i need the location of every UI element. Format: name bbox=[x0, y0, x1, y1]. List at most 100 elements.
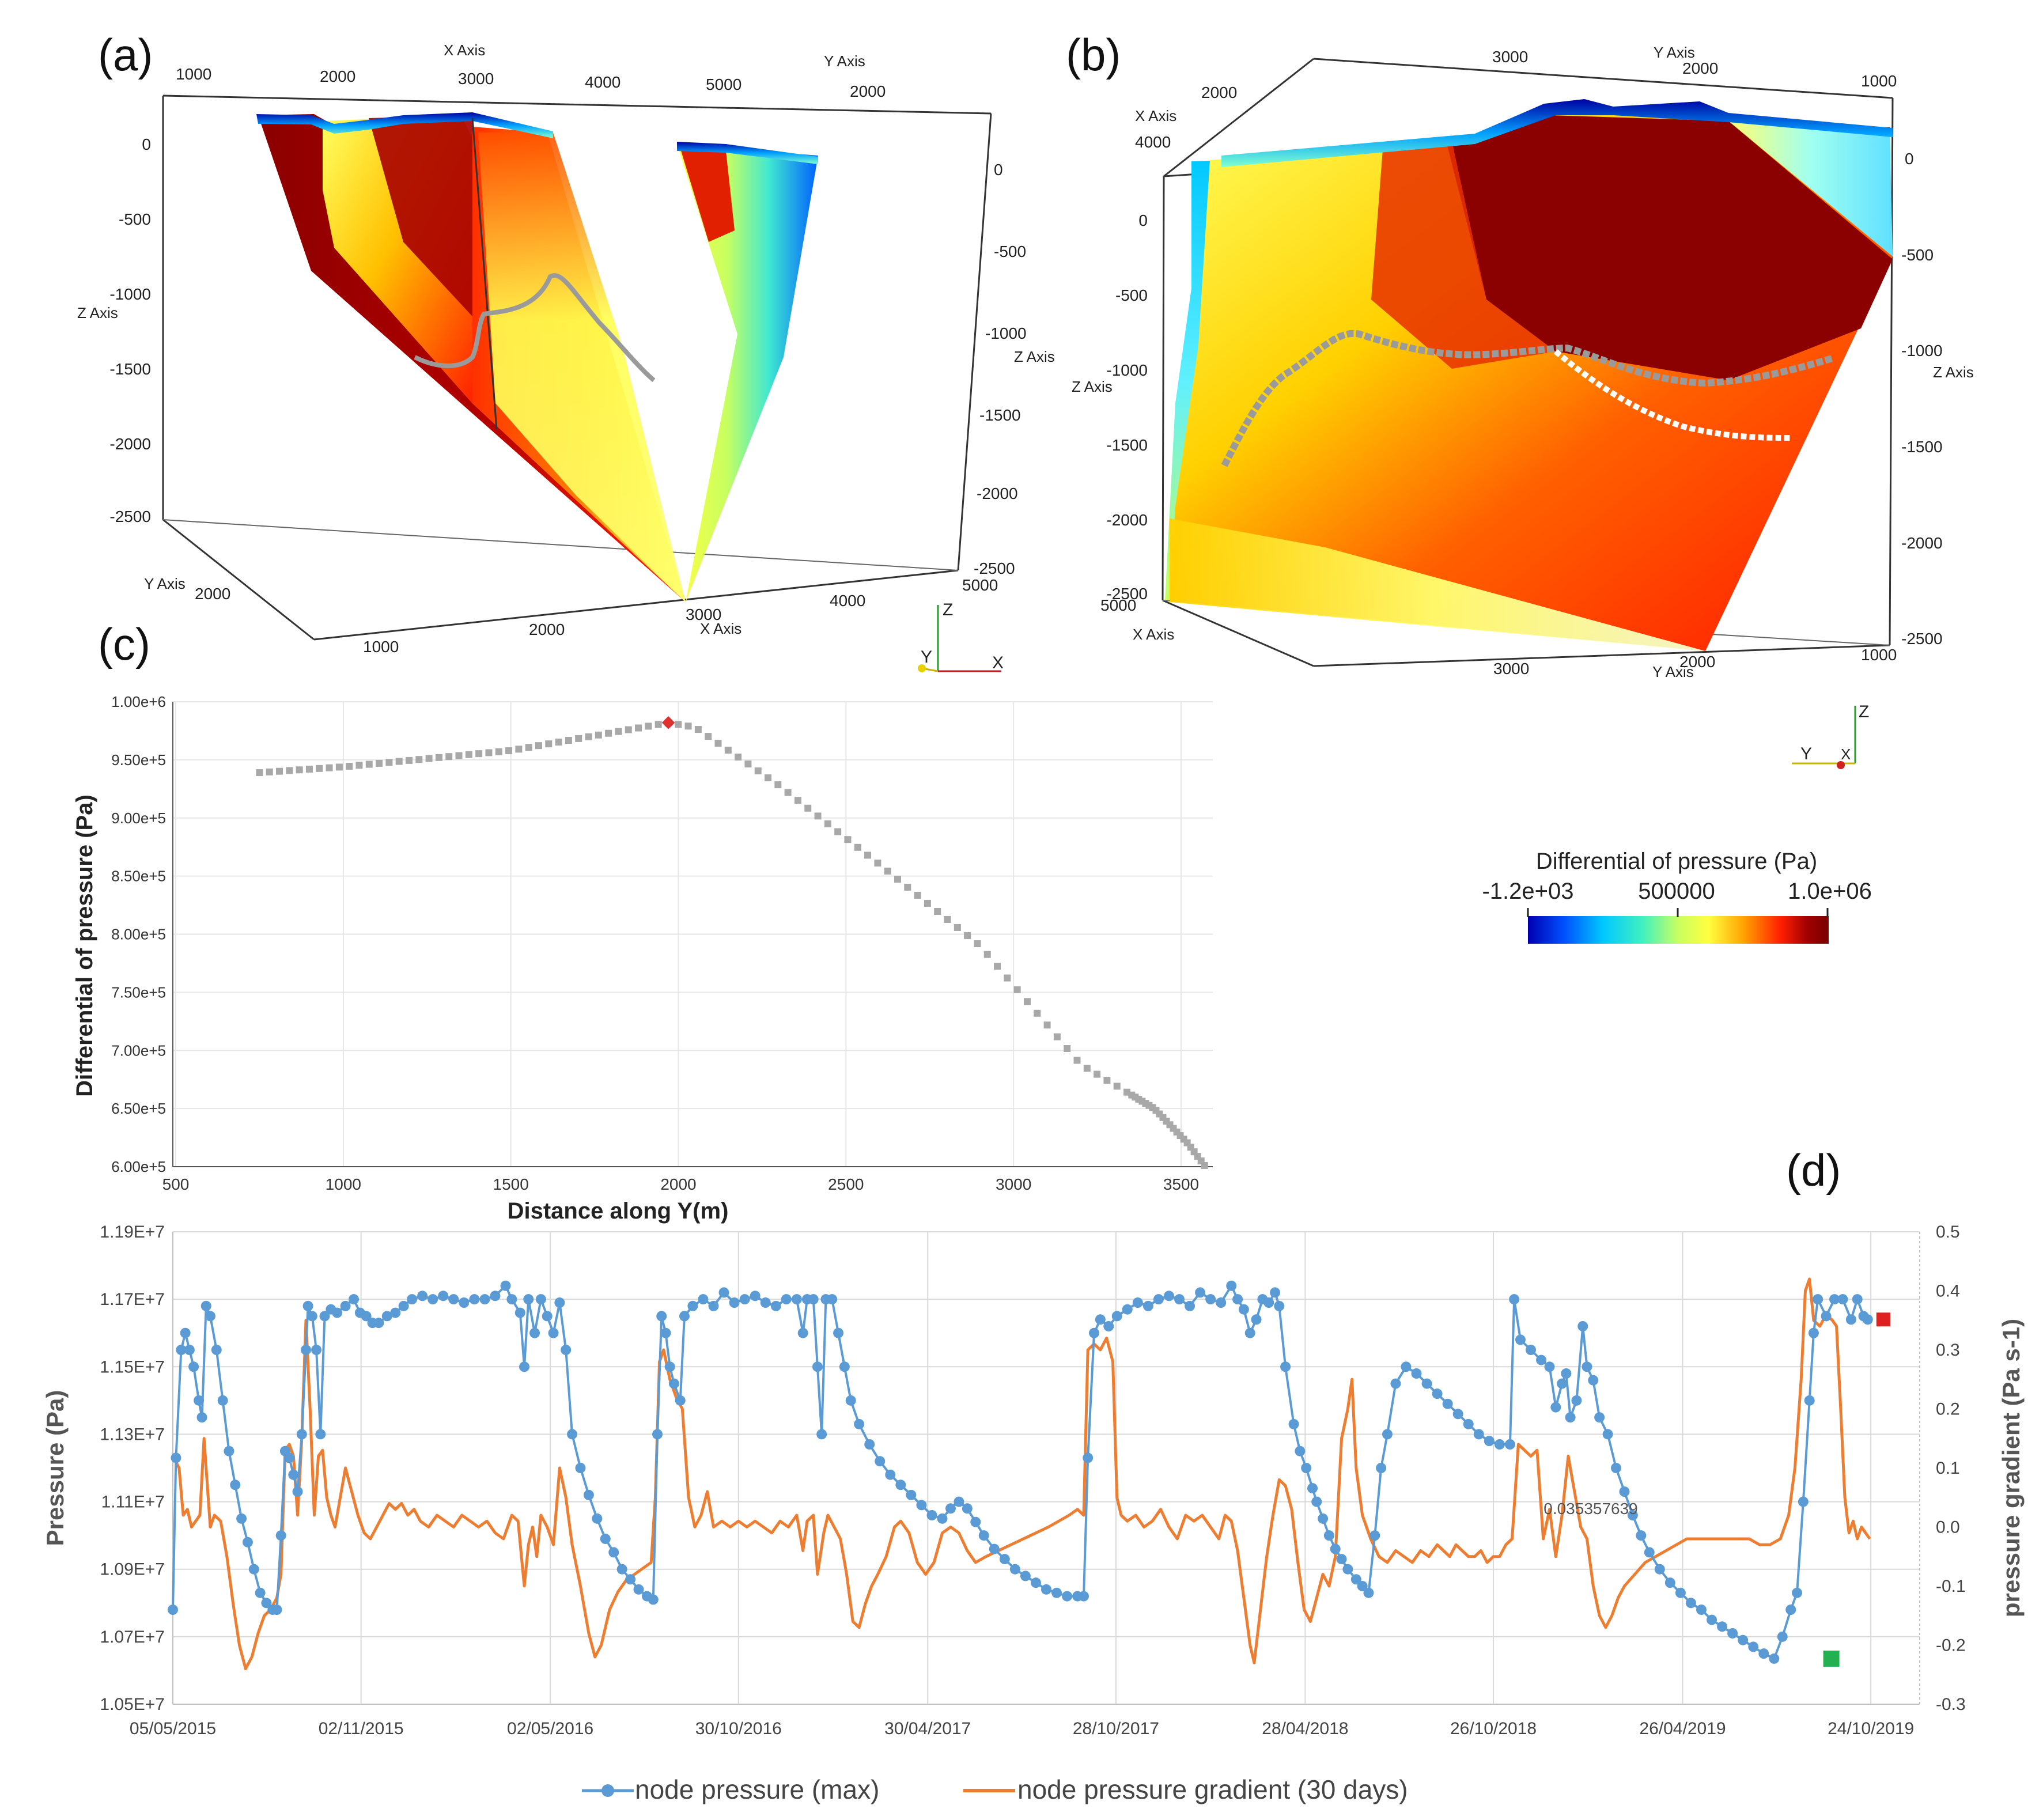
chart-c-point bbox=[884, 867, 891, 875]
chart-d-pressure-point bbox=[1205, 1294, 1216, 1305]
chart-d-pressure-point bbox=[1421, 1378, 1432, 1389]
chart-d-x-tick-label: 24/10/2019 bbox=[1828, 1719, 1914, 1738]
chart-d-pressure-point bbox=[885, 1469, 896, 1480]
chart-d-pressure-point bbox=[1798, 1496, 1809, 1507]
chart-d-pressure-point bbox=[945, 1503, 956, 1514]
b-axis-title-x-top: X Axis bbox=[1135, 107, 1176, 124]
chart-c-point bbox=[705, 733, 712, 740]
b-triad-y: Y bbox=[1800, 744, 1812, 763]
chart-d-pressure-point bbox=[1727, 1628, 1738, 1639]
chart-d-pressure-point bbox=[1009, 1564, 1020, 1575]
b-tick-right-z-2500: -2500 bbox=[1901, 630, 1943, 648]
chart-d-pressure-point bbox=[1536, 1354, 1547, 1365]
chart-d-pressure-point bbox=[1318, 1513, 1329, 1524]
chart-d-pressure-point bbox=[1051, 1587, 1062, 1598]
chart-d-x-tick-label: 30/10/2016 bbox=[695, 1719, 782, 1738]
chart-d-pressure-point bbox=[1829, 1294, 1840, 1305]
chart-d-pressure-point bbox=[816, 1429, 827, 1440]
chart-d-pressure-point bbox=[1685, 1598, 1696, 1609]
chart-d-pressure-point bbox=[390, 1307, 401, 1318]
chart-d-pressure-point bbox=[1738, 1634, 1749, 1645]
chart-c-point bbox=[475, 750, 483, 758]
chart-d-pressure-point bbox=[1654, 1564, 1665, 1575]
chart-d-pressure-point bbox=[523, 1294, 534, 1305]
chart-d-y2-tick-label: 0.5 bbox=[1936, 1223, 1960, 1242]
chart-d-pressure-point bbox=[1627, 1510, 1638, 1520]
chart-d-pressure-point bbox=[1274, 1300, 1285, 1311]
chart-d-y-tick-label: 1.15E+7 bbox=[100, 1357, 165, 1376]
a-surface-left bbox=[258, 114, 686, 602]
chart-d-pressure-point bbox=[296, 1429, 307, 1440]
a-tick-top-x-1000: 1000 bbox=[176, 65, 211, 83]
a-orientation-triad: Z Y X bbox=[918, 600, 1004, 672]
chart-c-point bbox=[814, 812, 822, 820]
chart-c-point bbox=[1073, 1057, 1081, 1064]
chart-d-pressure-point bbox=[1550, 1402, 1561, 1413]
panel-a-box bbox=[162, 94, 992, 641]
chart-d-y2-tick-label: -0.2 bbox=[1936, 1636, 1966, 1655]
chart-d-y-tick-label: 1.19E+7 bbox=[100, 1223, 165, 1242]
chart-d-pressure-point bbox=[302, 1300, 313, 1311]
chart-c-point bbox=[525, 744, 532, 751]
chart-c-point bbox=[834, 828, 842, 835]
chart-c-point bbox=[684, 722, 692, 730]
chart-d-pressure-point bbox=[1083, 1452, 1094, 1463]
chart-c-point bbox=[585, 733, 592, 740]
a-axis-title-x-top: X Axis bbox=[444, 41, 485, 59]
chart-d-x-tick-label: 28/04/2018 bbox=[1262, 1719, 1348, 1738]
chart-d-pressure-point bbox=[1195, 1287, 1206, 1298]
chart-c-point bbox=[535, 742, 542, 750]
chart-c-y-tick-label: 8.00e+5 bbox=[111, 926, 166, 943]
chart-d-pressure-point bbox=[205, 1311, 215, 1322]
b-tick-right-z-0: 0 bbox=[1905, 150, 1914, 168]
chart-c-point bbox=[735, 754, 742, 761]
a-tick-bottom-x-5000: 5000 bbox=[962, 576, 998, 594]
a-top-band-2 bbox=[677, 142, 818, 164]
b-tick-right-z-1000: -1000 bbox=[1901, 342, 1943, 360]
b-tick-left-z-1000: -1000 bbox=[1106, 361, 1148, 379]
panel-a-surfaces bbox=[256, 112, 818, 602]
legend-label-gradient: node pressure gradient (30 days) bbox=[1017, 1774, 1408, 1804]
chart-d-pressure-point bbox=[1357, 1581, 1368, 1591]
chart-c-point bbox=[545, 740, 553, 748]
chart-c-point bbox=[944, 915, 951, 923]
b-tick-right-z-500: -500 bbox=[1901, 246, 1934, 264]
chart-d-pressure-point bbox=[519, 1361, 530, 1372]
chart-d-pressure-point bbox=[271, 1605, 282, 1615]
chart-c-x-tick-label: 3500 bbox=[1163, 1175, 1199, 1193]
chart-d-pressure-point bbox=[839, 1361, 850, 1372]
chart-d-pressure-point bbox=[739, 1294, 750, 1305]
chart-c-point bbox=[964, 932, 971, 939]
chart-d-pressure-point bbox=[1557, 1378, 1568, 1389]
chart-d-pressure-point bbox=[184, 1345, 195, 1355]
chart-c-y-tick-label: 6.00e+5 bbox=[111, 1158, 166, 1175]
chart-d-pressure-point bbox=[1748, 1641, 1759, 1652]
chart-c-point bbox=[974, 940, 981, 947]
chart-d-pressure-point bbox=[916, 1500, 927, 1511]
chart-d-pressure-point bbox=[373, 1318, 384, 1329]
chart-d-pressure-point bbox=[1504, 1439, 1515, 1450]
a-triad-y: Y bbox=[921, 648, 932, 667]
chart-d-pressure-point bbox=[332, 1307, 343, 1318]
chart-d-pressure-point bbox=[1675, 1587, 1686, 1598]
chart-d-pressure-point bbox=[1238, 1304, 1249, 1315]
a-axis-title-z-right: Z Axis bbox=[1014, 348, 1055, 365]
chart-d-pressure-point bbox=[171, 1452, 181, 1463]
chart-d-pressure-point bbox=[417, 1291, 428, 1301]
chart-d-pressure-point bbox=[1473, 1429, 1484, 1440]
chart-c-point bbox=[445, 753, 453, 760]
chart-d-pressure-point bbox=[1602, 1429, 1613, 1440]
b-axis-title-x-bottom: X Axis bbox=[1133, 626, 1174, 643]
chart-d-pressure-point bbox=[188, 1361, 199, 1372]
chart-d-pressure-point bbox=[1122, 1304, 1133, 1315]
chart-c-point bbox=[615, 728, 622, 735]
a-triad-z: Z bbox=[943, 600, 953, 619]
chart-d-pressure-point bbox=[529, 1327, 540, 1338]
chart-d-pressure-point bbox=[1041, 1584, 1051, 1595]
chart-d-pressure-point bbox=[448, 1294, 459, 1305]
chart-d-pressure-point bbox=[1216, 1297, 1227, 1308]
chart-c-point bbox=[654, 721, 662, 728]
a-surface-right-red bbox=[680, 147, 735, 242]
chart-d-pressure-point bbox=[633, 1584, 644, 1595]
chart-c-point bbox=[575, 735, 582, 742]
